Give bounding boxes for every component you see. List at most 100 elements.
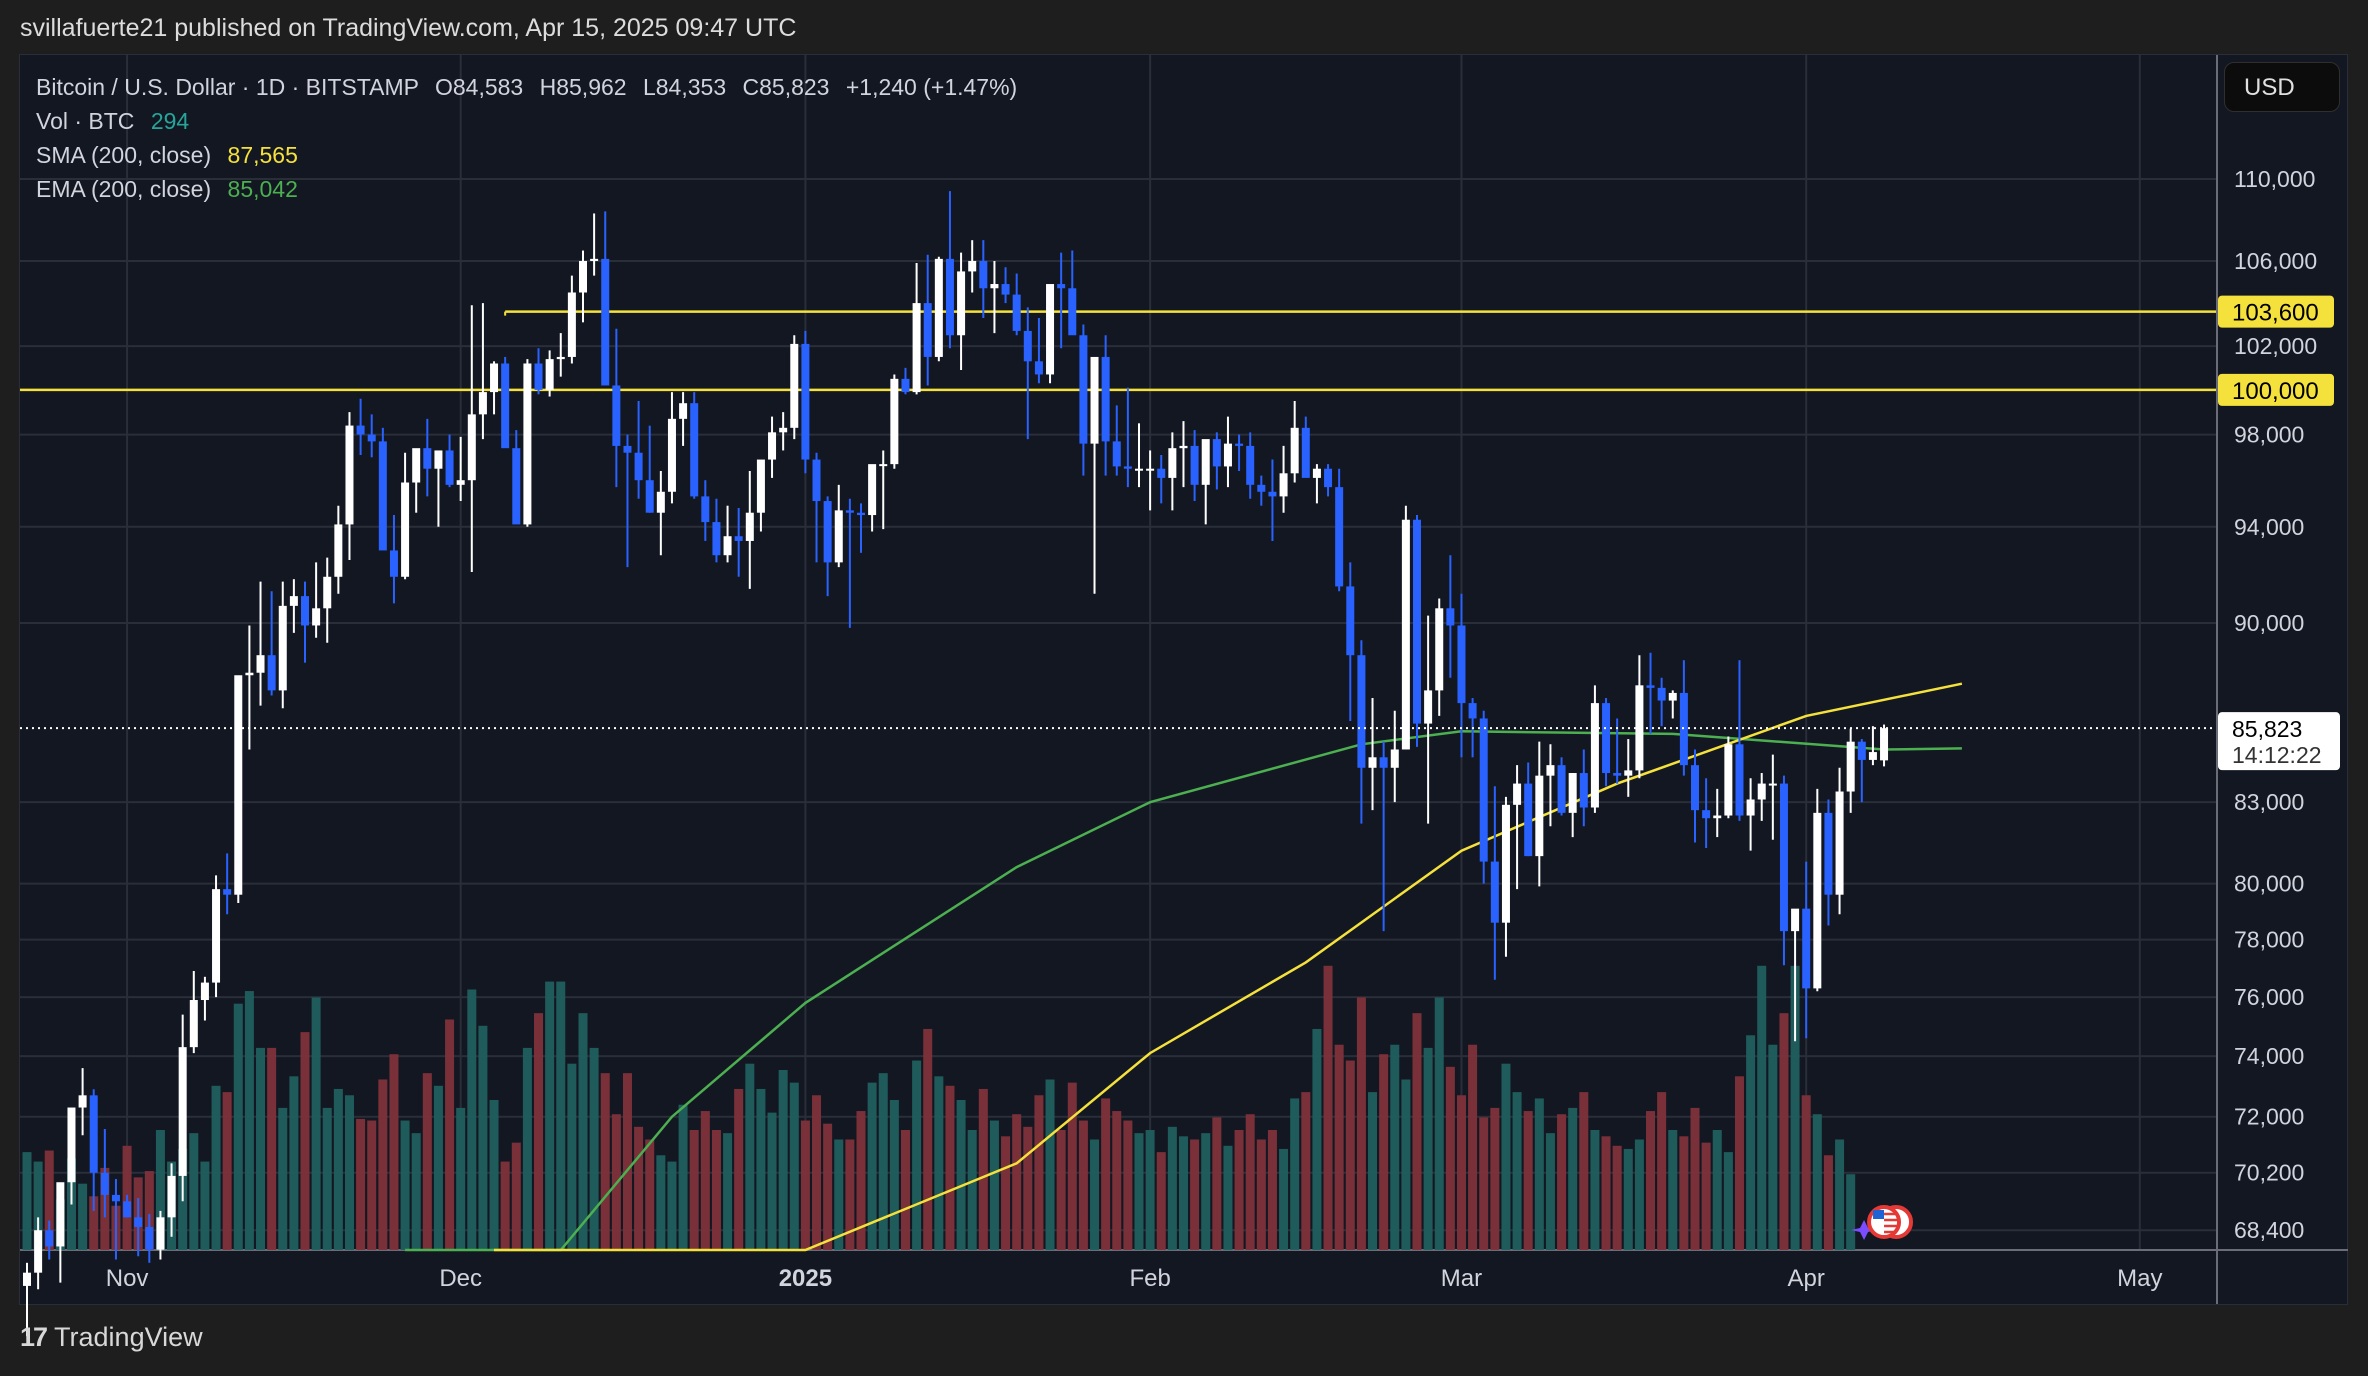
candle-body [1479,718,1488,862]
candle-body [490,363,499,393]
volume-bar [1345,1060,1355,1250]
volume-bar [1056,1130,1066,1250]
candle-body [1501,804,1510,923]
volume-bar [522,1047,532,1250]
candle-body [1613,773,1622,776]
volume-bar [400,1120,410,1250]
candle-body [679,403,688,419]
candle-body [968,260,977,272]
volume-bar [1768,1044,1778,1250]
volume-bar [1301,1092,1311,1250]
volume-bar [378,1079,388,1250]
volume-bar [1156,1152,1166,1250]
volume-bar [1779,1013,1789,1250]
volume-bar [1323,965,1333,1250]
candle-body [1212,439,1221,467]
candle-body [556,356,565,360]
candle-body [1513,783,1522,805]
candle-body [234,675,243,895]
volume-bar [700,1111,710,1250]
candle-body [1068,288,1077,336]
volume-value: 294 [150,108,190,134]
chart-panel[interactable] [19,54,2348,1305]
last-price-badge [2218,712,2340,771]
legend-volume-row[interactable]: Vol · BTC 294 [36,104,1017,138]
candle-body [1668,692,1677,701]
volume-bar [1290,1098,1300,1250]
volume-bar [711,1130,721,1250]
volume-bar [1557,1114,1567,1250]
candle-body [1368,757,1377,768]
candle-body [312,608,321,626]
candle-body [745,512,754,541]
candle-body [1657,687,1666,701]
volume-bar [1234,1130,1244,1250]
candle-body [1401,519,1410,750]
volume-bar [1657,1092,1667,1250]
volume-bar [1423,1047,1433,1250]
candle-body [1691,765,1699,811]
volume-bar [1534,1098,1544,1250]
candle-body [1301,427,1310,478]
candle-body [1524,783,1533,857]
volume-bar [1479,1117,1489,1250]
candle-body [1424,690,1433,724]
volume-bar [756,1088,766,1250]
price-axis-tick-label: 94,000 [2234,514,2304,540]
candle-body [901,378,910,393]
volume-bar [1334,1044,1344,1250]
candle-body [345,425,354,525]
candle-body [979,260,988,289]
volume-bar [767,1112,777,1250]
volume-bar [1279,1148,1289,1250]
legend-symbol-row[interactable]: Bitcoin / U.S. Dollar · 1D · BITSTAMP O8… [36,70,1017,104]
candle-body [812,459,821,502]
volume-bar [233,1003,243,1250]
level-price-badge [2218,295,2334,328]
candle-body [1123,466,1132,469]
candle-body [56,1182,65,1247]
candle-body [734,536,743,541]
price-axis-tick-label: 110,000 [2234,166,2315,192]
candle-body [1468,703,1477,719]
volume-bar [1201,1133,1211,1250]
candle-body [1157,468,1166,478]
candle-body [1435,608,1444,691]
legend-ema-row[interactable]: EMA (200, close) 85,042 [36,172,1017,206]
candle-body [857,512,865,516]
candle-body [1590,703,1599,808]
volume-bar [745,1063,755,1250]
volume-bar [1734,1076,1744,1250]
candle-body [478,392,487,415]
volume-bar [1668,1130,1678,1250]
volume-bar [734,1088,744,1250]
candle-body [823,501,832,563]
candle-body [523,363,532,525]
volume-bar [800,1120,810,1250]
candle-body [1346,586,1355,656]
candle-body [534,363,543,390]
volume-bar [489,1100,499,1250]
candle-body [923,303,932,357]
price-axis-tick-label: 78,000 [2234,927,2304,953]
legend-sma-row[interactable]: SMA (200, close) 87,565 [36,138,1017,172]
volume-bar [278,1107,288,1250]
candle-body [389,550,398,577]
volume-bar [78,1183,88,1250]
volume-bar [545,981,555,1250]
volume-bar [1846,1174,1856,1250]
candle-body [189,1000,198,1048]
volume-bar [222,1092,232,1250]
volume-bar [812,1095,822,1250]
volume-bar [845,1139,855,1250]
candle-body [957,271,966,336]
volume-bar [1379,1054,1389,1250]
volume-bar [978,1088,988,1250]
tradingview-footer[interactable]: 17 TradingView [20,1322,203,1353]
currency-button[interactable]: USD [2224,62,2340,112]
candle-body [1557,765,1566,813]
candle-body [1724,744,1733,816]
volume-bar [789,1082,799,1250]
volume-bar [1746,1035,1756,1250]
